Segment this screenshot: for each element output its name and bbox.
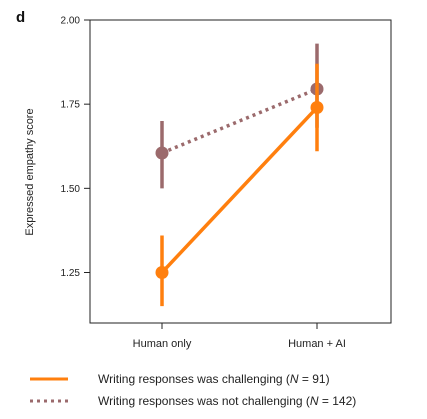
legend-label-challenging: Writing responses was challenging (N = 9… [98, 372, 330, 386]
plot-frame [89, 19, 392, 324]
y-axis-title: Expressed empathy score [24, 108, 36, 235]
legend-swatch-solid [30, 377, 68, 381]
series-line-challenging [160, 106, 319, 274]
series-line-not-challenging [161, 87, 318, 155]
chart: d 1.251.501.752.00 Human only Human + AI … [16, 9, 392, 350]
x-tick-label: Human only [133, 338, 192, 350]
x-tick-label: Human + AI [288, 338, 346, 350]
legend: Writing responses was challenging (N = 9… [28, 368, 356, 412]
data-point [155, 266, 169, 279]
legend-item-not-challenging: Writing responses was not challenging (N… [28, 390, 356, 412]
y-tick-label: 2.00 [61, 16, 81, 27]
data-point [155, 146, 169, 160]
legend-item-challenging: Writing responses was challenging (N = 9… [28, 368, 356, 390]
y-tick-label: 1.50 [61, 184, 81, 195]
data-point [310, 101, 324, 115]
panel-label: d [16, 9, 25, 26]
legend-label-not-challenging: Writing responses was not challenging (N… [98, 394, 357, 408]
legend-swatch-dotted [30, 399, 68, 403]
y-tick-label: 1.25 [61, 268, 81, 279]
y-tick-label: 1.75 [61, 100, 81, 111]
